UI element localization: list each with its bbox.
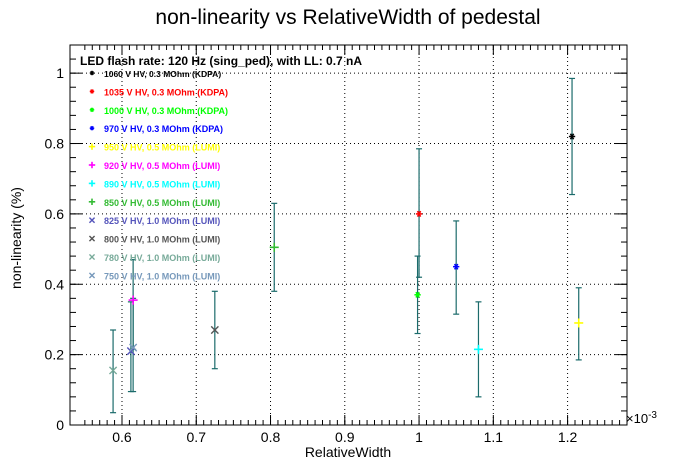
legend-item: 970 V HV, 0.3 MOhm (KDPA) <box>89 124 223 134</box>
legend-item: 890 V HV, 0.5 MOhm (LUMI) <box>88 179 220 189</box>
data-point <box>453 263 460 270</box>
x-tick-label: 1 <box>415 429 423 445</box>
plot-frame <box>69 44 628 426</box>
legend-item: 920 V HV, 0.5 MOhm (LUMI) <box>88 161 220 171</box>
x-tick-label: 0.9 <box>335 429 355 445</box>
legend-marker <box>88 161 96 169</box>
x-axis-exponent: ×10-3 <box>626 410 657 426</box>
points-layer <box>108 133 584 375</box>
y-tick-label: 0.6 <box>45 206 65 222</box>
y-tick-label: 0 <box>56 417 64 433</box>
legend-header: LED flash rate: 120 Hz (sing_ped), with … <box>80 54 362 68</box>
legend-marker <box>89 107 95 113</box>
legend-item: 780 V HV, 1.0 MOhm (LUMI) <box>88 253 220 263</box>
data-point <box>210 325 219 335</box>
data-point <box>415 210 423 217</box>
legend-label: 1000 V HV, 0.3 MOhm (KDPA) <box>104 106 228 116</box>
legend-item: 950 V HV, 0.5 MOhm (LUMI) <box>88 143 220 153</box>
grid-layer <box>70 45 627 426</box>
data-point <box>108 366 118 375</box>
legend-label: 800 V HV, 1.0 MOhm (LUMI) <box>104 235 220 245</box>
legend-label: 970 V HV, 0.3 MOhm (KDPA) <box>104 124 223 134</box>
y-tick-label: 0.2 <box>45 347 65 363</box>
legend-item: 850 V HV, 0.5 MOhm (LUMI) <box>88 198 220 208</box>
legend-marker <box>88 253 96 261</box>
legend-label: 750 V HV, 1.0 MOhm (LUMI) <box>104 271 220 281</box>
legend-marker <box>88 272 96 279</box>
data-point <box>568 133 576 140</box>
legend-label: 920 V HV, 0.5 MOhm (LUMI) <box>104 161 220 171</box>
data-point <box>128 295 138 305</box>
legend: 1060 V HV, 0.3 MOhm (KDPA) 1035 V HV, 0.3… <box>88 69 228 281</box>
legend-label: 780 V HV, 1.0 MOhm (LUMI) <box>104 253 220 263</box>
y-tick-label: 0.4 <box>45 276 65 292</box>
legend-marker <box>89 89 95 94</box>
legend-label: 950 V HV, 0.5 MOhm (LUMI) <box>104 143 220 153</box>
x-axis-label: RelativeWidth <box>305 444 391 460</box>
legend-marker <box>88 217 96 224</box>
chart-title: non-linearity vs RelativeWidth of pedest… <box>155 6 540 29</box>
legend-label: 850 V HV, 0.5 MOhm (LUMI) <box>104 198 220 208</box>
x-tick-label: 0.8 <box>261 429 281 445</box>
ticks-layer: 0.6 0.7 0.8 0.9 1 1.1 1.2 0 0.2 0.4 0.6 0.8 1 <box>45 44 627 445</box>
legend-label: 1060 V HV, 0.3 MOhm (KDPA) <box>104 69 221 79</box>
legend-marker <box>89 125 95 131</box>
legend-item: 1060 V HV, 0.3 MOhm (KDPA) <box>89 69 221 79</box>
legend-item: 800 V HV, 1.0 MOhm (LUMI) <box>88 235 220 245</box>
legend-marker <box>89 70 95 76</box>
x-axis-exponent-power: -3 <box>648 410 657 421</box>
data-point <box>473 344 483 354</box>
data-point <box>269 242 279 252</box>
legend-marker <box>88 180 96 187</box>
legend-marker <box>88 198 96 205</box>
y-axis-label: non-linearity (%) <box>8 187 24 289</box>
y-tick-label: 1 <box>56 65 64 81</box>
data-point <box>129 343 138 352</box>
legend-item: 825 V HV, 1.0 MOhm (LUMI) <box>88 216 220 226</box>
x-axis-exponent-base: ×10 <box>626 411 648 426</box>
legend-label: 825 V HV, 1.0 MOhm (LUMI) <box>104 216 220 226</box>
data-point <box>414 291 421 298</box>
legend-marker <box>88 143 96 150</box>
legend-label: 890 V HV, 0.5 MOhm (LUMI) <box>104 179 220 189</box>
data-point <box>574 318 584 328</box>
y-tick-label: 0.8 <box>45 136 65 152</box>
legend-item: 1035 V HV, 0.3 MOhm (KDPA) <box>89 87 228 97</box>
x-tick-label: 1.2 <box>558 429 578 445</box>
x-tick-label: 0.6 <box>112 429 132 445</box>
legend-item: 1000 V HV, 0.3 MOhm (KDPA) <box>89 106 228 116</box>
legend-item: 750 V HV, 1.0 MOhm (LUMI) <box>88 271 220 281</box>
legend-marker <box>88 235 96 242</box>
x-tick-label: 1.1 <box>484 429 504 445</box>
x-tick-label: 0.7 <box>187 429 207 445</box>
legend-label: 1035 V HV, 0.3 MOhm (KDPA) <box>104 87 228 97</box>
